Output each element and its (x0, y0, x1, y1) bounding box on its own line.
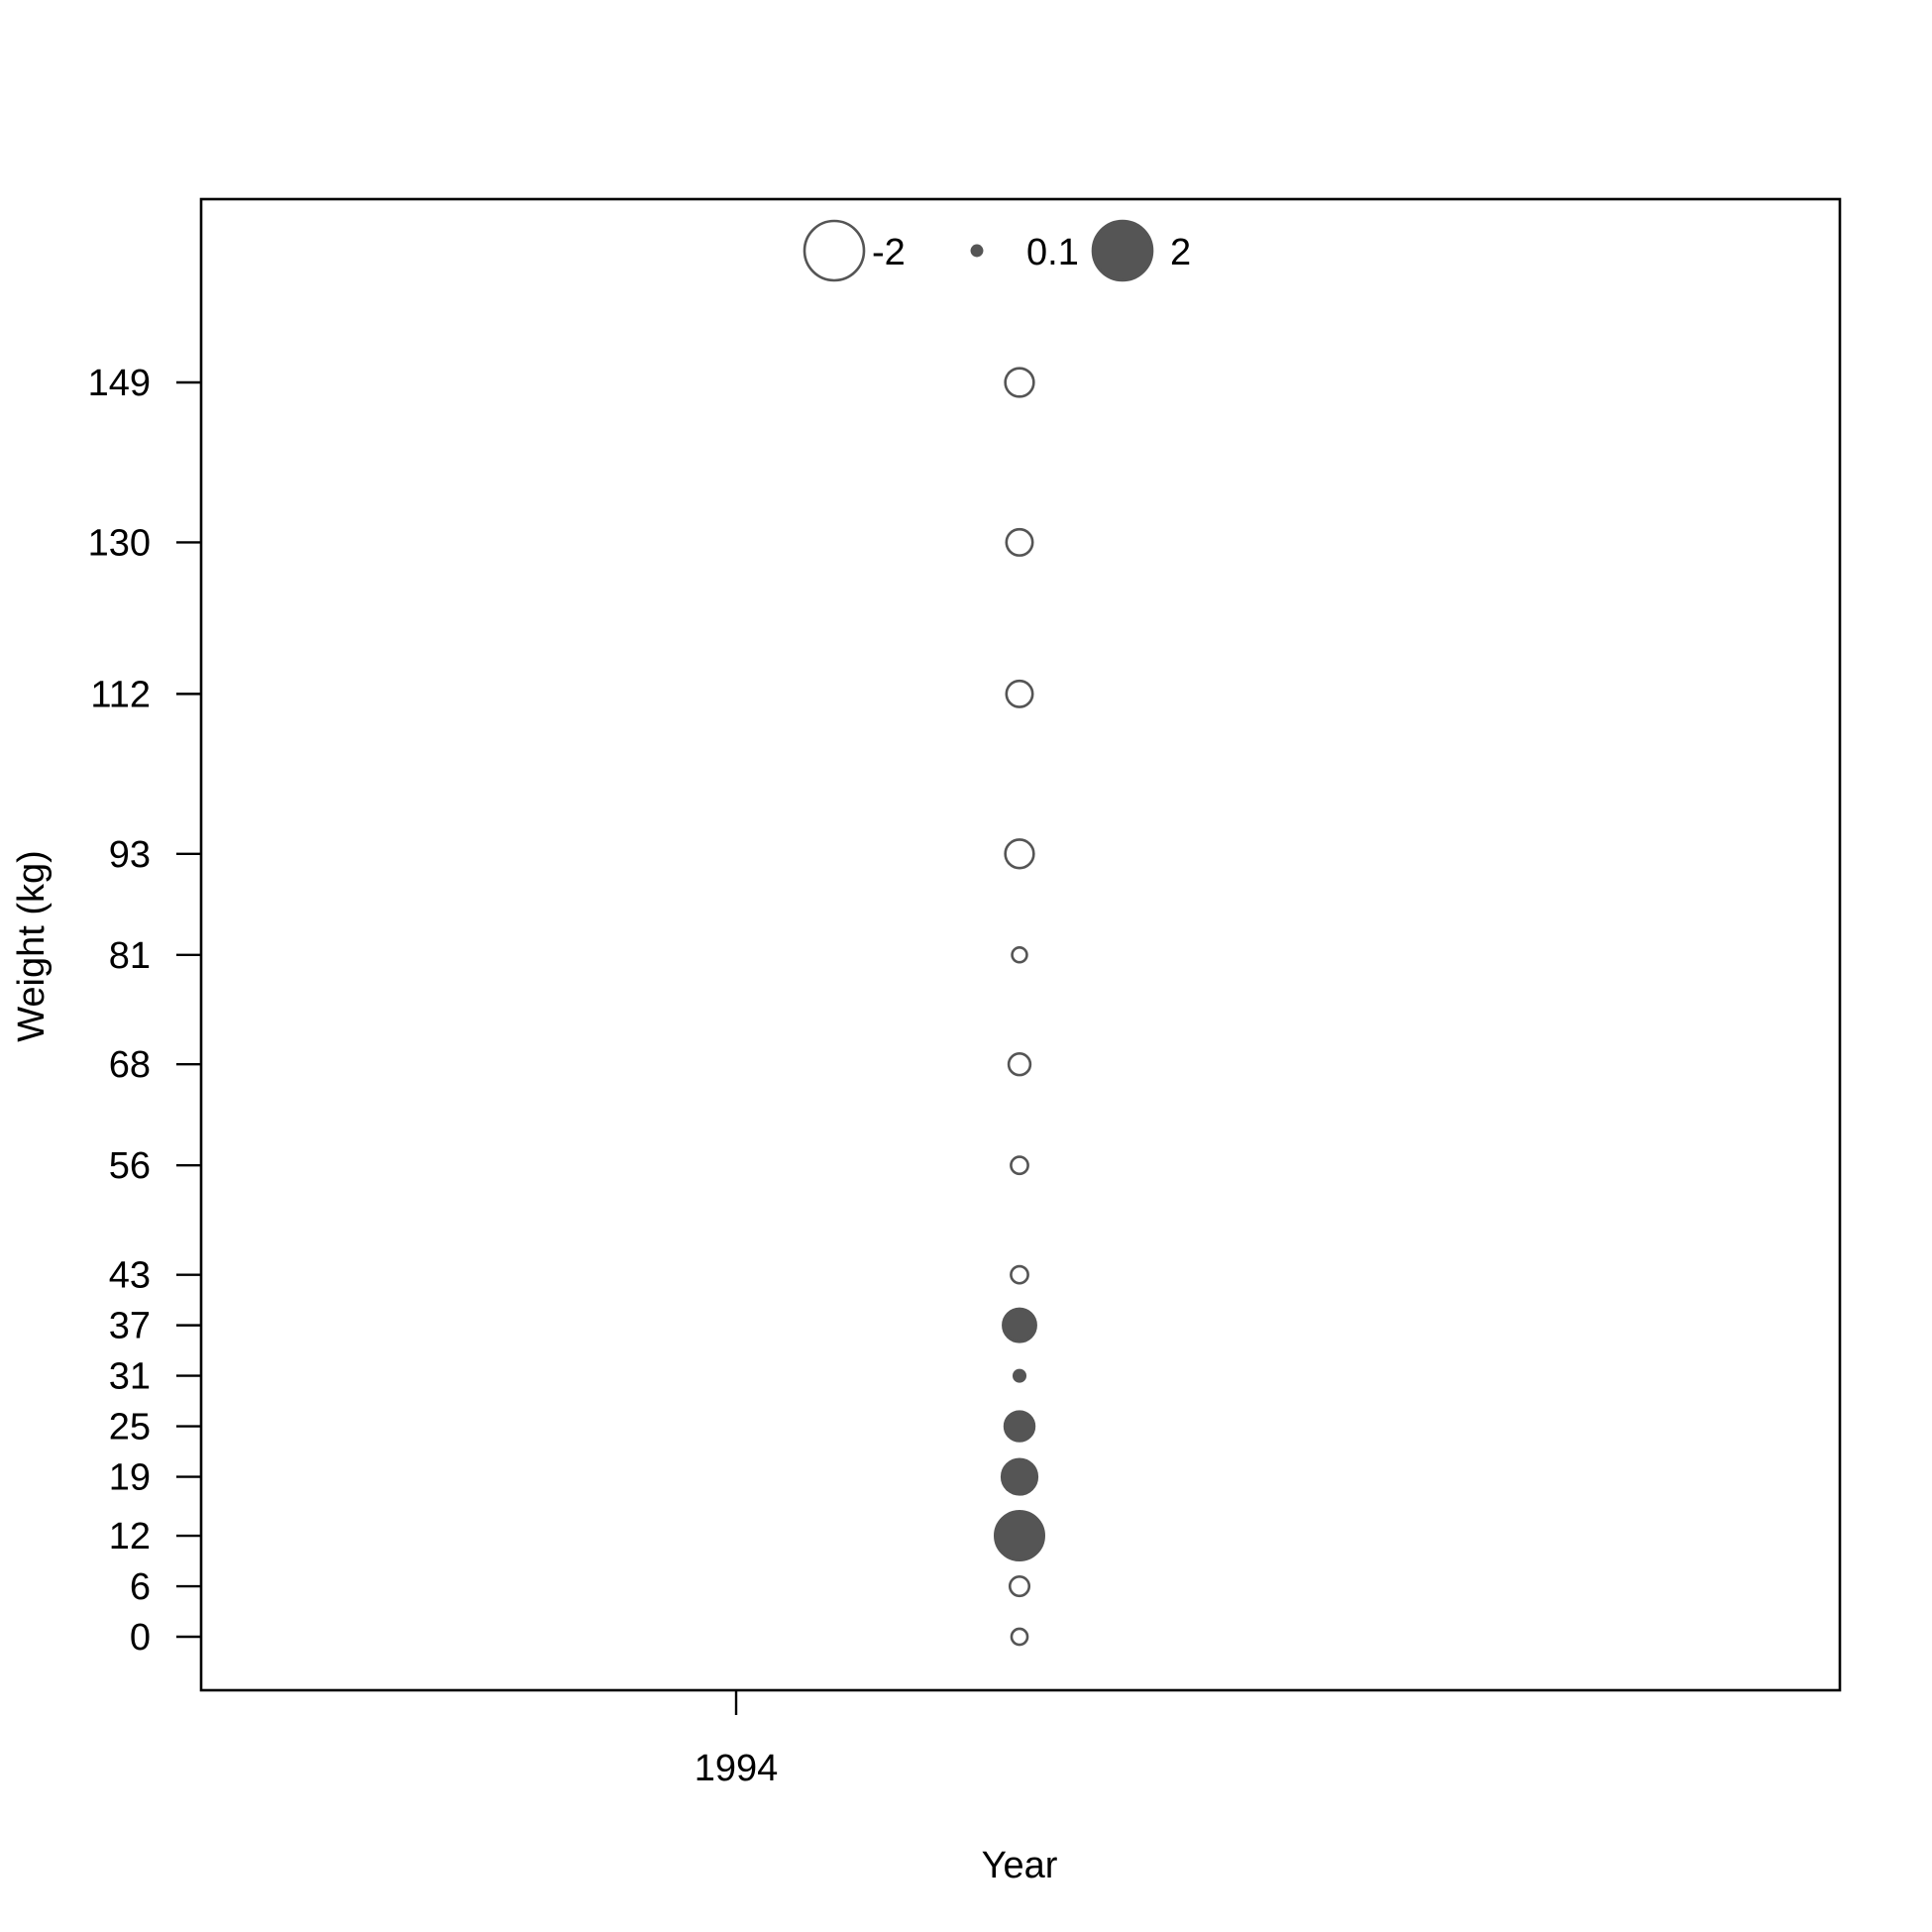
data-point (1012, 1368, 1027, 1383)
data-point (1002, 1307, 1037, 1343)
data-point (1010, 1155, 1029, 1176)
y-tick-label: 6 (130, 1566, 151, 1608)
y-tick-label: 130 (88, 522, 151, 564)
legend-label: -2 (872, 232, 906, 273)
data-point (1005, 527, 1034, 557)
data-point (1010, 1264, 1029, 1285)
legend-swatch (1091, 219, 1154, 282)
y-tick-label: 68 (109, 1044, 151, 1086)
y-tick-label: 149 (88, 363, 151, 404)
data-point (1005, 679, 1034, 708)
data-point (1007, 1052, 1032, 1077)
y-tick-label: 31 (109, 1356, 151, 1398)
data-point (1003, 1410, 1036, 1443)
legend-swatch (803, 219, 866, 282)
y-tick-label: 19 (109, 1457, 151, 1499)
legend: -2 0.1 2 (803, 219, 1191, 282)
y-tick-label: 0 (130, 1617, 151, 1659)
data-point (993, 1510, 1045, 1562)
data-point (1000, 1457, 1039, 1496)
y-tick-label: 37 (109, 1306, 151, 1347)
y-tick-label: 12 (109, 1516, 151, 1557)
legend-label: 0.1 (1026, 232, 1079, 273)
y-tick-label: 81 (109, 935, 151, 977)
y-tick-label: 56 (109, 1145, 151, 1187)
x-axis: 1994 (695, 1690, 779, 1789)
plot-frame (199, 197, 1842, 1692)
x-axis-label: Year (982, 1845, 1058, 1886)
data-point (1004, 367, 1035, 398)
legend-swatch (970, 244, 984, 258)
y-tick-label: 112 (90, 674, 151, 715)
data-point (1011, 946, 1028, 964)
legend-label: 2 (1170, 232, 1191, 273)
data-point (1010, 1627, 1029, 1647)
y-axis-label: Weight (kg) (11, 850, 53, 1042)
y-tick-label: 93 (109, 834, 151, 876)
y-tick-label: 43 (109, 1255, 151, 1297)
x-tick-label: 1994 (695, 1748, 779, 1789)
data-point (1004, 838, 1035, 870)
points-layer (993, 367, 1045, 1647)
y-axis: 0 6 12 19 25 31 37 43 56 68 81 93 112 130 149 (88, 363, 201, 1659)
data-point (1008, 1574, 1031, 1598)
y-tick-label: 25 (109, 1407, 151, 1449)
